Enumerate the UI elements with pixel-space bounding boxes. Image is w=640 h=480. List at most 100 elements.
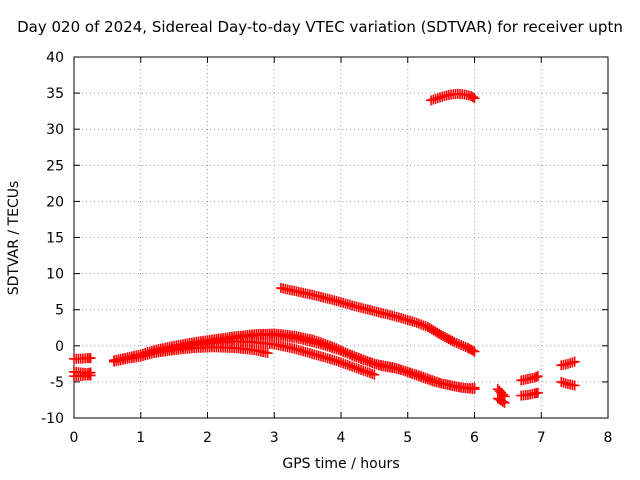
data-point [342, 348, 353, 359]
data-point [367, 368, 378, 379]
data-point [413, 318, 424, 329]
plot-border [73, 56, 609, 419]
data-point [451, 338, 462, 349]
data-point [422, 373, 433, 384]
data-point [418, 320, 429, 331]
x-tick-label: 3 [270, 430, 279, 446]
data-point [336, 357, 346, 368]
y-axis-label: SDTVAR / TECUs [6, 180, 22, 296]
data-point [349, 351, 360, 362]
data-point [453, 339, 464, 350]
data-point [416, 371, 427, 382]
data-point [429, 375, 440, 386]
data-point [262, 348, 273, 359]
data-point [353, 364, 364, 375]
data-point [433, 377, 444, 388]
data-point [411, 317, 422, 328]
series-arc5 [109, 342, 273, 367]
data-point [371, 359, 382, 370]
data-point [425, 374, 435, 385]
data-point [356, 364, 367, 375]
y-tick-label: -10 [41, 411, 64, 427]
data-point [420, 372, 431, 383]
data-point [467, 92, 478, 103]
data-point [331, 356, 342, 367]
y-tick-label: 5 [55, 303, 64, 319]
data-point [369, 358, 380, 369]
data-point [367, 357, 378, 368]
data-point [364, 368, 375, 379]
y-tick-label: 10 [46, 267, 64, 283]
data-point [340, 359, 351, 370]
y-tick-label: 20 [46, 194, 64, 210]
x-tick-label: 7 [537, 430, 546, 446]
data-point [353, 352, 364, 363]
chart-title: Day 020 of 2024, Sidereal Day-to-day VTE… [17, 18, 623, 36]
series-arc8 [275, 283, 480, 357]
data-point [456, 340, 467, 351]
data-point [427, 375, 438, 386]
data-point [360, 355, 371, 366]
data-point [532, 371, 543, 382]
data-point [85, 353, 96, 364]
y-tick-label: 30 [46, 122, 64, 138]
series-arc7 [175, 329, 480, 395]
data-point [569, 356, 580, 367]
data-point [469, 346, 480, 357]
data-point [499, 397, 510, 408]
data-point [351, 363, 362, 374]
x-tick-label: 4 [337, 430, 346, 446]
data-point [449, 337, 460, 348]
x-tick-label: 6 [470, 430, 479, 446]
x-tick-label: 5 [403, 430, 412, 446]
data-point [338, 346, 349, 357]
series-arc3 [69, 370, 96, 382]
series-arc14 [556, 356, 580, 371]
data-point [333, 356, 344, 367]
series-arc13 [516, 387, 543, 401]
data-point [467, 345, 478, 356]
data-point [416, 319, 427, 330]
series-arc15 [556, 376, 580, 391]
y-tick-label: 40 [46, 50, 64, 66]
y-tick-label: 25 [46, 158, 64, 174]
data-point [497, 396, 508, 407]
x-tick-label: 2 [203, 430, 212, 446]
data-point [338, 358, 349, 369]
data-point [409, 316, 420, 327]
series-arc12 [516, 371, 543, 386]
data-point [360, 366, 371, 377]
data-point [569, 380, 580, 391]
data-point [469, 93, 480, 104]
data-point [347, 361, 358, 372]
data-point [356, 353, 367, 364]
series-arc1 [69, 353, 96, 364]
data-point [329, 355, 340, 366]
data-point [344, 349, 355, 360]
data-point [351, 352, 362, 363]
data-point [369, 369, 380, 380]
data-point [349, 362, 360, 373]
y-tick-label: 35 [46, 86, 64, 102]
y-tick-label: 15 [46, 231, 64, 247]
data-point [532, 387, 543, 398]
x-axis-label: GPS time / hours [282, 456, 400, 472]
x-tick-label: 0 [70, 430, 79, 446]
data-point [431, 376, 442, 387]
data-point [85, 370, 96, 381]
y-tick-label: 0 [55, 339, 64, 355]
data-point [340, 347, 351, 358]
data-point [469, 384, 480, 395]
data-point [458, 341, 469, 352]
data-point [358, 354, 369, 365]
data-point [342, 360, 353, 371]
x-tick-label: 8 [604, 430, 613, 446]
data-point [364, 357, 375, 368]
data-point [344, 360, 355, 371]
data-point [358, 365, 369, 376]
data-point [418, 371, 429, 382]
series-arc9 [426, 88, 480, 106]
data-point [362, 356, 373, 367]
data-point [336, 345, 346, 356]
